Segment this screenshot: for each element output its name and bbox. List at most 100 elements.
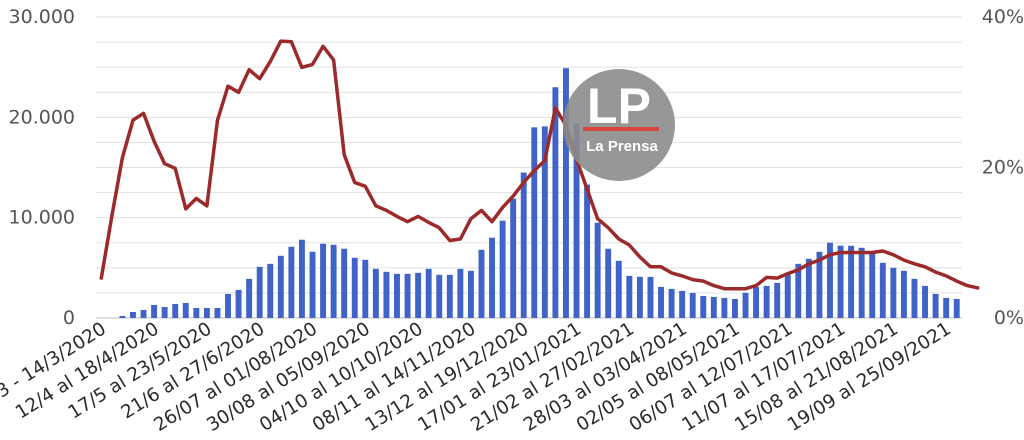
la-prensa-logo: LP La Prensa — [563, 69, 675, 181]
bar — [341, 248, 348, 318]
bar — [510, 198, 517, 318]
line-path — [99, 39, 980, 291]
bar — [658, 286, 664, 318]
bar — [446, 274, 453, 318]
bar — [890, 267, 897, 318]
bar — [763, 285, 770, 318]
bar — [520, 172, 527, 318]
bar — [636, 276, 643, 318]
bar — [731, 298, 738, 318]
bar — [277, 255, 284, 318]
y2-tick-label: 0% — [994, 307, 1024, 329]
y2-tick-label: 20% — [982, 157, 1024, 179]
bar — [911, 278, 918, 318]
bar — [425, 268, 432, 318]
bar — [689, 292, 696, 318]
bar — [647, 276, 654, 318]
bar-series — [119, 68, 960, 318]
bar — [795, 263, 802, 318]
logo-name: La Prensa — [586, 138, 658, 155]
bar — [594, 222, 601, 318]
bar — [552, 87, 559, 318]
bar — [203, 307, 210, 318]
bar — [700, 295, 707, 318]
bar — [805, 258, 812, 318]
bar — [214, 307, 221, 318]
bar — [848, 245, 855, 318]
bar — [256, 266, 263, 318]
bar — [246, 278, 253, 318]
bar — [922, 285, 928, 318]
bar — [626, 275, 633, 318]
logo-stripe — [583, 127, 659, 131]
y-axis-right: 0% 20% 40% — [982, 6, 1024, 329]
bar — [267, 263, 274, 318]
bar — [584, 184, 591, 318]
bar — [351, 257, 358, 318]
bar — [309, 251, 316, 318]
bar — [478, 249, 485, 318]
bar — [721, 297, 728, 318]
bar — [932, 293, 939, 318]
bar — [679, 290, 686, 318]
logo-letters: LP — [587, 78, 651, 134]
bar — [953, 298, 960, 318]
bar — [330, 244, 337, 318]
bar — [161, 306, 168, 318]
logo-circle — [563, 69, 675, 181]
bar — [467, 270, 474, 318]
bar — [816, 251, 823, 318]
bar — [869, 252, 876, 318]
line-series — [99, 39, 980, 291]
bar — [879, 262, 886, 318]
bar — [605, 248, 612, 318]
gridlines — [96, 16, 962, 319]
bar — [193, 307, 200, 318]
bar — [235, 289, 242, 318]
bar — [394, 273, 400, 318]
bar — [753, 286, 760, 318]
bar — [668, 288, 675, 318]
bar — [900, 270, 907, 318]
bar — [531, 127, 538, 318]
bar — [457, 268, 464, 318]
bar — [573, 123, 580, 318]
bar — [172, 303, 179, 318]
bar — [225, 293, 231, 318]
bar — [436, 274, 443, 318]
bar — [182, 302, 189, 318]
bar — [710, 296, 717, 318]
bar — [151, 304, 158, 318]
bar — [858, 247, 865, 318]
y-tick-label: 0 — [63, 307, 75, 329]
y-tick-label: 10.000 — [9, 207, 75, 229]
bar — [943, 297, 950, 318]
bar — [827, 242, 833, 318]
y2-tick-label: 40% — [982, 6, 1024, 28]
bar — [140, 309, 147, 318]
bar — [837, 245, 844, 318]
y-tick-label: 30.000 — [9, 6, 75, 28]
bar — [742, 292, 749, 318]
bar — [499, 220, 506, 318]
bar — [119, 315, 126, 318]
bar — [298, 239, 305, 318]
bar — [784, 273, 791, 318]
bar — [320, 243, 327, 318]
bar — [362, 259, 369, 318]
bar — [383, 271, 390, 318]
bar — [130, 311, 136, 318]
bar — [288, 246, 295, 318]
bar — [563, 68, 569, 318]
bar — [404, 273, 411, 318]
bar — [774, 282, 781, 318]
bar — [615, 260, 622, 318]
y-tick-label: 20.000 — [9, 106, 75, 128]
bar — [372, 268, 379, 318]
bar — [415, 272, 422, 318]
bar — [541, 126, 548, 318]
bar — [489, 237, 495, 318]
y-axis-left: 0 10.000 20.000 30.000 — [9, 6, 75, 329]
